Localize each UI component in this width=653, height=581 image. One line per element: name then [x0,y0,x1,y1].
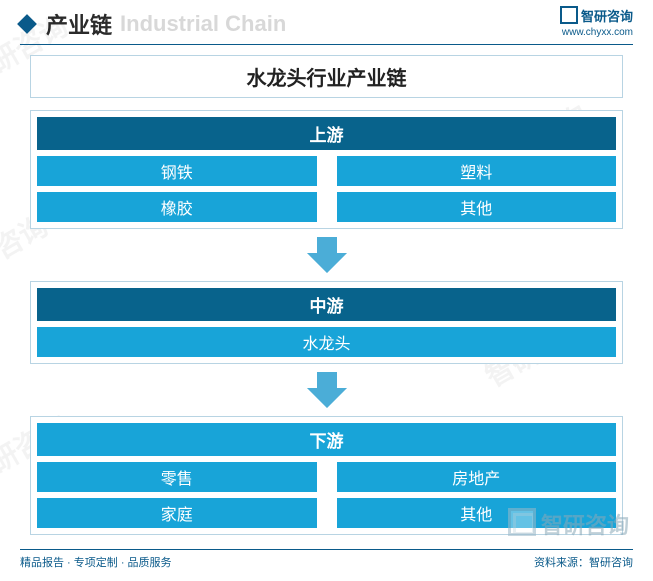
stage-0: 上游钢铁塑料橡胶其他 [30,110,623,229]
stage-cell: 其他 [337,192,617,222]
flow-arrow-icon [0,235,653,275]
diamond-icon [17,14,37,34]
brand-logo-icon [563,9,577,23]
stage-grid: 水龙头 [37,327,616,357]
stage-cell: 房地产 [337,462,617,492]
stage-cell: 塑料 [337,156,617,186]
bottom-logo-text: 智研咨询 [541,508,629,540]
stage-header: 下游 [37,423,616,456]
brand-name: 智研咨询 [581,6,633,25]
footer: 精品报告 · 专项定制 · 品质服务 资料来源：智研咨询 [0,554,653,576]
header-title-en: Industrial Chain [120,11,286,37]
header-title-cn: 产业链 [46,8,112,40]
stages-container: 上游钢铁塑料橡胶其他 中游水龙头 下游零售房地产家庭 其他 [0,110,653,535]
stage-cell: 零售 [37,462,317,492]
stage-1: 中游水龙头 [30,281,623,364]
flow-arrow-icon [0,370,653,410]
bottom-watermark-logo: 智研咨询 [513,508,629,540]
footer-rule [20,549,633,550]
stage-cell: 橡胶 [37,192,317,222]
bottom-logo-icon [513,513,535,535]
stage-cell: 钢铁 [37,156,317,186]
stage-header: 上游 [37,117,616,150]
footer-right: 资料来源：智研咨询 [534,554,633,570]
brand-block: 智研咨询 www.chyxx.com [562,6,633,38]
header-bar: 产业链 Industrial Chain 智研咨询 www.chyxx.com [0,0,653,44]
stage-cell: 家庭 [37,498,317,528]
header-rule [20,44,633,45]
brand-url: www.chyxx.com [562,27,633,38]
chain-title: 水龙头行业产业链 [30,55,623,98]
stage-cell: 水龙头 [37,327,616,357]
stage-grid: 钢铁塑料橡胶其他 [37,156,616,222]
stage-header: 中游 [37,288,616,321]
footer-left: 精品报告 · 专项定制 · 品质服务 [20,554,172,570]
